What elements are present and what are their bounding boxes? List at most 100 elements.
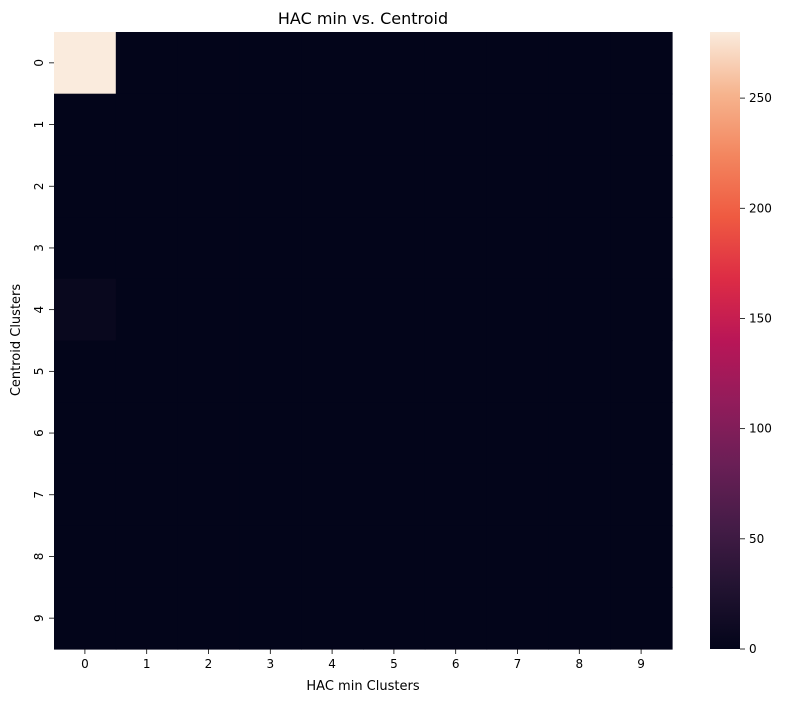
heatmap-cell-0-6 <box>424 32 488 95</box>
heatmap-cell-0-3 <box>239 32 302 95</box>
y-tick-label-5: 5 <box>32 368 46 376</box>
x-tick-label-6: 6 <box>452 657 460 671</box>
x-tick-label-7: 7 <box>514 657 522 671</box>
heatmap-cell-7-7 <box>486 463 549 527</box>
heatmap-cell-2-5 <box>363 155 426 218</box>
heatmap-cell-9-9 <box>610 587 673 650</box>
heatmap-cell-8-1 <box>115 525 179 588</box>
heatmap-cell-9-5 <box>363 587 426 650</box>
heatmap-cell-7-2 <box>177 463 240 527</box>
heatmap-cell-3-5 <box>363 217 426 280</box>
heatmap-cell-1-5 <box>363 93 426 156</box>
heatmap-cell-8-6 <box>424 525 488 588</box>
heatmap-cell-5-3 <box>239 340 302 403</box>
y-tick-label-4: 4 <box>32 306 46 314</box>
heatmap-cell-4-6 <box>424 278 488 342</box>
x-tick-label-9: 9 <box>637 657 645 671</box>
heatmap-cell-4-7 <box>486 278 549 342</box>
heatmap-cell-1-7 <box>486 93 549 156</box>
heatmap-cell-2-9 <box>610 155 673 218</box>
heatmap-cell-9-2 <box>177 587 240 650</box>
x-tick-label-1: 1 <box>143 657 151 671</box>
heatmap-cell-3-7 <box>486 217 549 280</box>
heatmap-cell-1-2 <box>177 93 240 156</box>
heatmap-cell-3-6 <box>424 217 488 280</box>
heatmap-cell-8-5 <box>363 525 426 588</box>
heatmap-cell-1-9 <box>610 93 673 156</box>
heatmap-cell-7-0 <box>54 463 117 527</box>
y-tick-label-3: 3 <box>32 244 46 252</box>
x-axis-ticks: 0 1 2 3 4 5 6 7 8 9 <box>81 649 645 671</box>
heatmap-cell-6-8 <box>548 402 611 465</box>
heatmap-cell-7-5 <box>363 463 426 527</box>
x-tick-label-0: 0 <box>81 657 89 671</box>
heatmap-cell-6-7 <box>486 402 549 465</box>
heatmap-cell-4-8 <box>548 278 611 342</box>
x-tick-label-8: 8 <box>575 657 583 671</box>
heatmap-cell-6-1 <box>115 402 179 465</box>
heatmap-cell-4-3 <box>239 278 302 342</box>
heatmap-cell-0-2 <box>177 32 240 95</box>
heatmap-cell-3-3 <box>239 217 302 280</box>
y-tick-label-9: 9 <box>32 614 46 622</box>
heatmap-cell-7-6 <box>424 463 488 527</box>
heatmap-cell-7-8 <box>548 463 611 527</box>
heatmap-cell-3-0 <box>54 217 117 280</box>
x-tick-label-5: 5 <box>390 657 398 671</box>
colorbar-tick-label-1: 50 <box>749 532 764 546</box>
heatmap-cell-5-0 <box>54 340 117 403</box>
chart-title: HAC min vs. Centroid <box>278 9 448 28</box>
heatmap-cell-9-1 <box>115 587 179 650</box>
y-tick-label-0: 0 <box>32 59 46 67</box>
heatmap-cell-6-6 <box>424 402 488 465</box>
colorbar-tick-label-0: 0 <box>749 642 757 656</box>
x-tick-label-3: 3 <box>266 657 274 671</box>
heatmap-cell-7-4 <box>301 463 364 527</box>
heatmap-cell-6-5 <box>363 402 426 465</box>
heatmap-cell-2-7 <box>486 155 549 218</box>
heatmap-cell-6-4 <box>301 402 364 465</box>
colorbar-tick-label-2: 100 <box>749 422 772 436</box>
heatmap-cell-9-8 <box>548 587 611 650</box>
heatmap-cell-5-6 <box>424 340 488 403</box>
heatmap-cell-5-8 <box>548 340 611 403</box>
heatmap-cell-5-5 <box>363 340 426 403</box>
heatmap-cell-5-7 <box>486 340 549 403</box>
heatmap-cell-0-7 <box>486 32 549 95</box>
colorbar-tick-label-3: 150 <box>749 311 772 325</box>
heatmap-cell-9-3 <box>239 587 302 650</box>
x-tick-label-2: 2 <box>205 657 213 671</box>
heatmap-cell-8-9 <box>610 525 673 588</box>
heatmap-cell-4-5 <box>363 278 426 342</box>
heatmap-cell-4-1 <box>115 278 179 342</box>
heatmap-cell-5-4 <box>301 340 364 403</box>
heatmap-cell-3-8 <box>548 217 611 280</box>
heatmap-cell-3-1 <box>115 217 179 280</box>
colorbar-ticks: 0 50 100 150 200 250 <box>740 91 772 656</box>
heatmap-cell-0-5 <box>363 32 426 95</box>
heatmap-cell-1-4 <box>301 93 364 156</box>
heatmap-cell-5-9 <box>610 340 673 403</box>
heatmap-cell-2-4 <box>301 155 364 218</box>
heatmap-cell-0-8 <box>548 32 611 95</box>
y-axis-label: Centroid Clusters <box>9 284 24 397</box>
heatmap-cell-4-9 <box>610 278 673 342</box>
y-axis-ticks: 0 1 2 3 4 5 6 7 8 9 <box>32 59 54 622</box>
heatmap-cell-0-9 <box>610 32 673 95</box>
y-tick-label-2: 2 <box>32 182 46 190</box>
heatmap-cell-8-0 <box>54 525 117 588</box>
x-tick-label-4: 4 <box>328 657 336 671</box>
heatmap-cell-8-3 <box>239 525 302 588</box>
heatmap-cell-4-2 <box>177 278 240 342</box>
heatmap-cell-9-6 <box>424 587 488 650</box>
heatmap-cell-0-1 <box>115 32 179 95</box>
heatmap-cell-8-7 <box>486 525 549 588</box>
heatmap-cell-2-1 <box>115 155 179 218</box>
colorbar <box>710 32 740 649</box>
heatmap-cell-1-3 <box>239 93 302 156</box>
heatmap-cell-1-1 <box>115 93 179 156</box>
heatmap-cell-8-8 <box>548 525 611 588</box>
y-tick-label-7: 7 <box>32 491 46 499</box>
